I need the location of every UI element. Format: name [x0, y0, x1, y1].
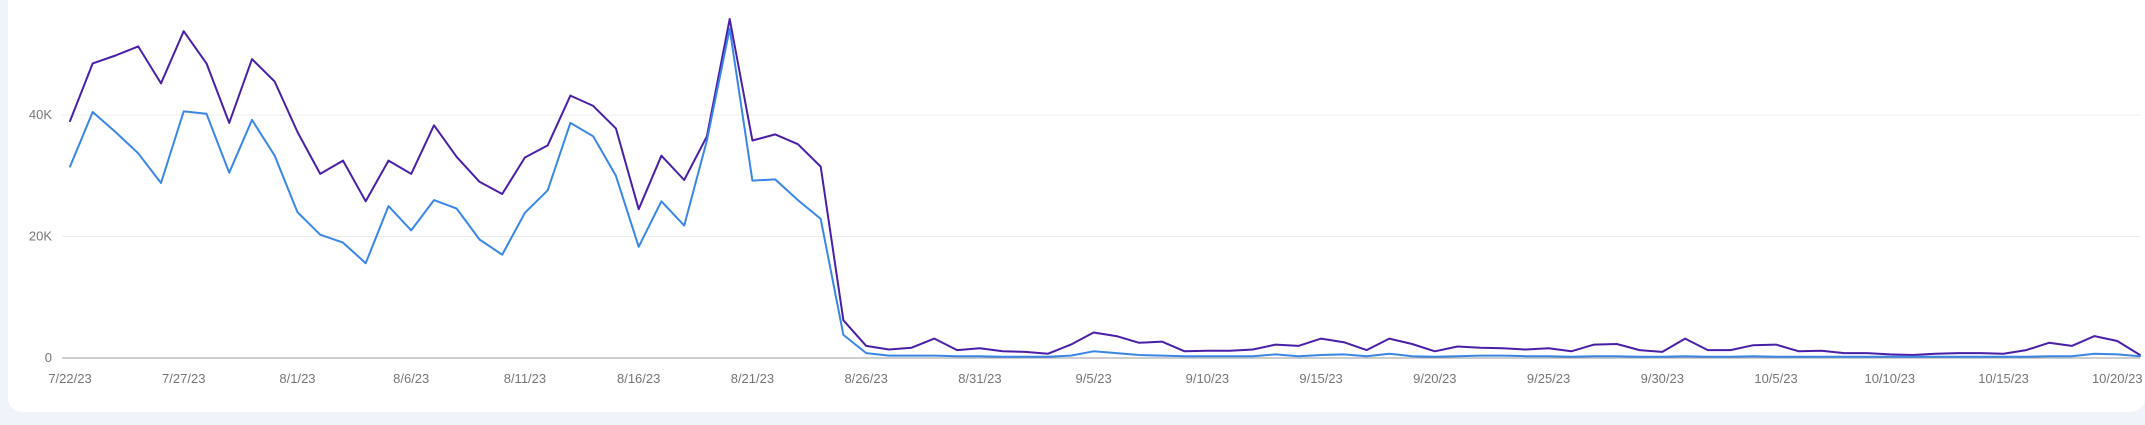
x-tick-label: 9/15/23: [1299, 371, 1342, 386]
y-tick-label: 0: [45, 350, 52, 365]
y-tick-label: 20K: [29, 229, 52, 244]
y-tick-label: 40K: [29, 107, 52, 122]
x-tick-label: 8/21/23: [731, 371, 774, 386]
y-axis-ticks: 0 20K 40K: [29, 107, 52, 365]
x-tick-label: 10/5/23: [1754, 371, 1797, 386]
series-lines: [69, 18, 2141, 358]
x-axis-ticks: 7/22/23 7/27/23 8/1/23 8/6/23 8/11/23 8/16/23…: [48, 371, 2142, 386]
series-line-2: [69, 27, 2141, 358]
x-tick-label: 9/25/23: [1527, 371, 1570, 386]
x-tick-label: 9/10/23: [1186, 371, 1229, 386]
x-tick-label: 9/30/23: [1641, 371, 1684, 386]
chart-card: [8, 0, 2145, 412]
x-tick-label: 8/16/23: [617, 371, 660, 386]
x-tick-label: 9/20/23: [1413, 371, 1456, 386]
series-line-1: [69, 18, 2141, 356]
x-tick-label: 9/5/23: [1076, 371, 1112, 386]
x-tick-label: 7/27/23: [162, 371, 205, 386]
x-tick-label: 8/1/23: [279, 371, 315, 386]
grid-lines: [62, 114, 2140, 359]
x-tick-label: 7/22/23: [48, 371, 91, 386]
x-tick-label: 10/10/23: [1864, 371, 1915, 386]
x-tick-label: 10/15/23: [1978, 371, 2029, 386]
x-tick-label: 8/6/23: [393, 371, 429, 386]
x-tick-label: 8/11/23: [504, 371, 546, 386]
x-tick-label: 8/31/23: [958, 371, 1001, 386]
x-tick-label: 10/20/23: [2092, 371, 2143, 386]
x-tick-label: 8/26/23: [844, 371, 887, 386]
